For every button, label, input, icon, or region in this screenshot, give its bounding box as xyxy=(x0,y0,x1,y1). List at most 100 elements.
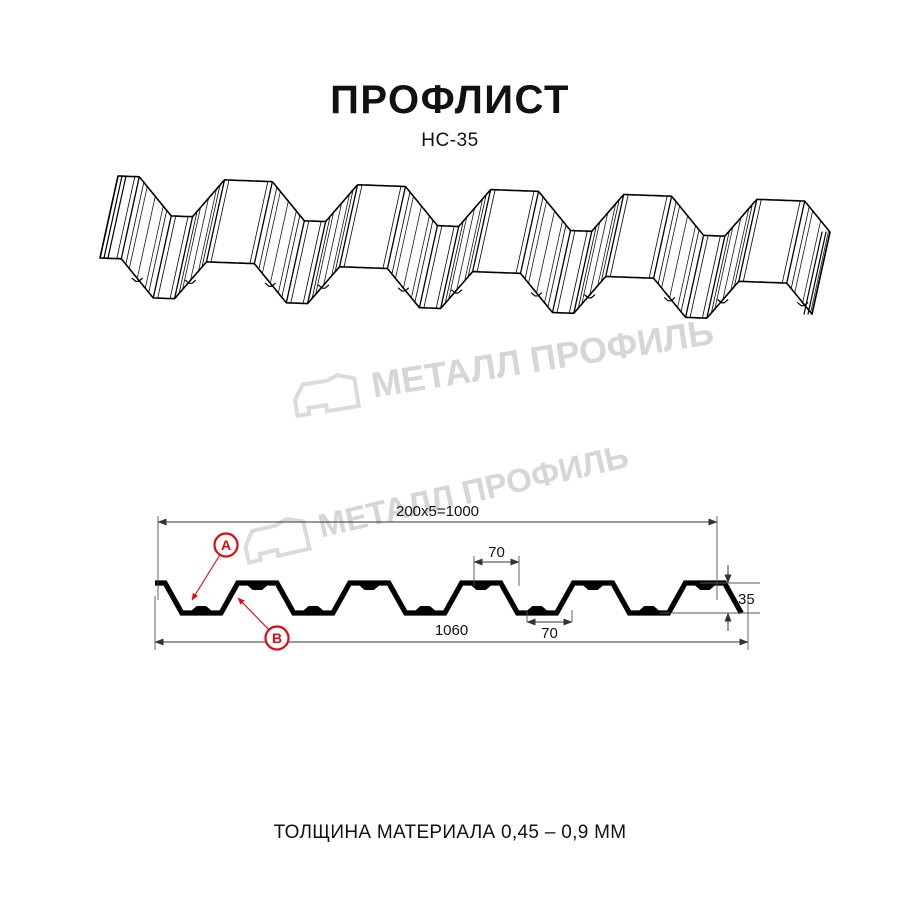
surface-ruling xyxy=(144,205,164,289)
stiffener-nick xyxy=(317,284,330,289)
thickness-line xyxy=(391,191,411,275)
stiffener-nick xyxy=(797,302,809,307)
thickness-line xyxy=(476,189,496,273)
surface-ruling xyxy=(190,197,209,281)
thickness-line xyxy=(249,181,269,264)
surface-ruling xyxy=(395,195,414,279)
surface-ruling xyxy=(722,217,742,301)
stiffener-nick xyxy=(451,289,463,294)
surface-ruling xyxy=(528,200,547,284)
callout-b[interactable]: B xyxy=(237,597,290,651)
thickness-line xyxy=(568,230,588,314)
stiffener-notch xyxy=(302,606,324,615)
fold-line xyxy=(471,188,492,273)
fold-line xyxy=(652,195,673,279)
fold-line xyxy=(519,190,540,275)
surface-ruling xyxy=(581,221,601,305)
surface-ruling xyxy=(448,216,468,300)
thickness-line xyxy=(577,225,597,309)
stiffener-nick xyxy=(584,294,596,299)
material-thickness-note: ТОЛЩИНА МАТЕРИАЛА 0,45 – 0,9 ММ xyxy=(273,822,627,843)
fold-line xyxy=(738,198,758,282)
callout-b-letter: B xyxy=(272,630,282,646)
callout-a[interactable]: A xyxy=(191,532,239,601)
thickness-line xyxy=(125,181,145,265)
stiffener-notch xyxy=(694,581,716,590)
fold-line xyxy=(418,225,439,309)
fold-line xyxy=(706,235,726,319)
thickness-line xyxy=(680,229,700,313)
thickness-line xyxy=(524,196,544,280)
thickness-line xyxy=(116,176,136,260)
surface-ruling xyxy=(536,210,555,294)
thickness-line xyxy=(556,230,576,314)
surface-ruling xyxy=(661,205,681,289)
watermark-text: МЕТАЛЛ ПРОФИЛЬ xyxy=(368,311,716,406)
fold-line xyxy=(253,180,274,265)
thickness-line xyxy=(710,230,730,314)
thickness-line xyxy=(435,225,455,309)
left-edge-thickness xyxy=(107,175,127,259)
thickness-line xyxy=(169,216,189,299)
fold-line xyxy=(306,220,327,305)
surface-ruling xyxy=(198,188,217,272)
surface-ruling xyxy=(802,220,822,304)
surface-ruling xyxy=(323,202,342,286)
thickness-line xyxy=(210,179,230,263)
surface-ruling xyxy=(464,198,484,282)
stiffener-nick xyxy=(717,299,729,304)
thickness-line xyxy=(467,194,487,278)
fold-line xyxy=(551,229,572,314)
thickness-line xyxy=(781,200,801,284)
surface-ruling xyxy=(136,195,156,279)
stiffener-notch xyxy=(414,606,436,615)
fold-line xyxy=(152,215,172,299)
surface-ruling xyxy=(456,207,476,291)
surface-ruling xyxy=(315,211,334,295)
surface-ruling xyxy=(794,210,814,294)
thickness-line xyxy=(648,195,668,279)
thickness-line xyxy=(201,184,221,268)
surface-ruling xyxy=(331,193,350,277)
watermark-upper: МЕТАЛЛ ПРОФИЛЬ xyxy=(290,311,716,418)
surface-ruling xyxy=(544,220,563,304)
fold-line xyxy=(684,234,705,319)
fold-line xyxy=(173,216,194,300)
dim-overall-width-label: 1060 xyxy=(435,622,468,639)
dim-bottom-flange-label: 70 xyxy=(541,625,558,642)
dim-height-label: 35 xyxy=(738,591,755,608)
surface-ruling xyxy=(182,207,201,290)
thickness-line xyxy=(382,185,402,269)
thickness-line xyxy=(281,214,301,298)
thickness-line xyxy=(311,215,331,299)
stiffener-nick xyxy=(131,277,143,282)
fold-line xyxy=(386,185,407,270)
thickness-line xyxy=(547,224,567,308)
fold-line xyxy=(120,176,140,260)
stiffener-notch xyxy=(190,606,213,615)
surface-ruling xyxy=(411,215,430,299)
stiffener-nick xyxy=(397,287,410,292)
thickness-line xyxy=(178,211,198,294)
thickness-line xyxy=(157,215,177,299)
thickness-line xyxy=(515,190,535,274)
surface-ruling xyxy=(677,225,696,308)
surface-ruling xyxy=(714,226,734,310)
thickness-line xyxy=(343,184,363,268)
thickness-line xyxy=(701,235,721,319)
thickness-line xyxy=(414,219,434,303)
fold-line xyxy=(573,230,593,314)
dim-top-flange-label: 70 xyxy=(488,544,505,561)
stiffener-notch xyxy=(358,581,380,590)
stiffener-nick xyxy=(664,297,676,302)
dimension-annotations: 200x5=1000 70 70 35 1060 xyxy=(154,503,760,650)
thickness-line xyxy=(423,225,443,309)
thickness-line xyxy=(657,201,677,285)
surface-ruling xyxy=(277,210,297,294)
surface-ruling xyxy=(810,230,830,313)
thickness-line xyxy=(790,206,810,290)
callout-b-circle xyxy=(264,625,290,651)
page-title: ПРОФЛИСТ xyxy=(330,78,570,122)
fold-line xyxy=(605,193,625,278)
surface-ruling xyxy=(403,205,422,289)
